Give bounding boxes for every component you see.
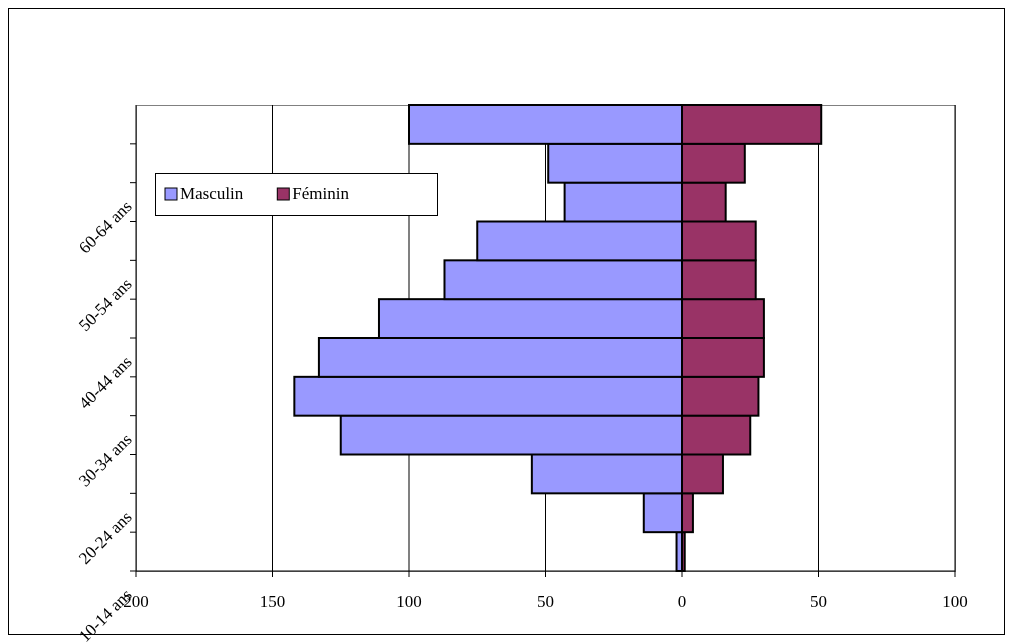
bar [681, 220, 757, 262]
legend: Masculin Féminin [155, 173, 438, 216]
x-tick-label: 100 [396, 592, 422, 611]
bar [443, 259, 683, 301]
bar [681, 259, 757, 301]
bar [681, 531, 686, 573]
legend-box [155, 173, 438, 216]
bar [408, 104, 683, 145]
bar [681, 104, 823, 145]
bar [293, 375, 683, 417]
bar [681, 453, 724, 495]
bars [293, 104, 823, 573]
bar [476, 220, 683, 262]
bar [681, 414, 752, 456]
bar [681, 492, 694, 534]
bar [681, 298, 765, 339]
x-tick-label: 50 [537, 592, 554, 611]
bar [681, 337, 765, 378]
bar [681, 375, 760, 417]
x-tick-label: 200 [123, 592, 149, 611]
bar [642, 492, 684, 534]
x-tick-label: 150 [260, 592, 286, 611]
bar [339, 414, 683, 456]
x-tick-label: 0 [678, 592, 687, 611]
bar [563, 181, 683, 223]
legend-label: Masculin [180, 184, 244, 203]
legend-swatch [276, 187, 290, 201]
bar [317, 337, 683, 378]
legend-swatch [164, 187, 178, 201]
x-tick-label: 100 [942, 592, 968, 611]
bar [547, 142, 683, 184]
legend-label: Féminin [292, 184, 349, 203]
bar [530, 453, 683, 495]
x-tick-label: 50 [810, 592, 827, 611]
bar [681, 142, 746, 184]
bar [377, 298, 683, 339]
bar [681, 181, 727, 223]
